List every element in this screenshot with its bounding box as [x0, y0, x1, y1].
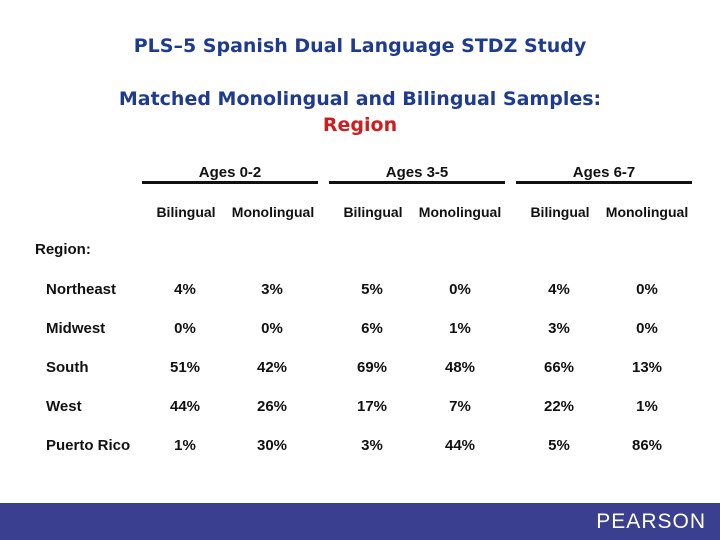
pearson-logo: PEARSON [596, 510, 706, 533]
column-header: Bilingual [530, 204, 590, 220]
row-label: Midwest [46, 320, 106, 337]
group-rule [142, 181, 318, 184]
table-cell: 30% [256, 437, 288, 454]
table-cell: 4% [174, 281, 196, 298]
table-cell: 22% [543, 398, 575, 415]
table-cell: 5% [361, 281, 383, 298]
table-cell: 0% [636, 320, 658, 337]
table-cell: 3% [261, 281, 283, 298]
table-cell: 3% [548, 320, 570, 337]
column-header: Bilingual [156, 204, 216, 220]
group-header-ages-0-2: Ages 0-2 [198, 164, 262, 181]
slide-subtitle: Matched Monolingual and Bilingual Sample… [118, 88, 602, 110]
table-cell: 1% [449, 320, 471, 337]
slide-subtitle-highlight: Region [322, 114, 398, 136]
group-rule [516, 181, 692, 184]
column-header: Monolingual [605, 204, 689, 220]
table-cell: 7% [449, 398, 471, 415]
group-rule [329, 181, 505, 184]
table-cell: 6% [361, 320, 383, 337]
column-header: Bilingual [343, 204, 403, 220]
table-cell: 51% [169, 359, 201, 376]
column-header: Monolingual [231, 204, 315, 220]
row-label: West [46, 398, 82, 415]
row-label: Northeast [46, 281, 117, 298]
row-label: South [46, 359, 89, 376]
table-cell: 42% [256, 359, 288, 376]
table-cell: 0% [449, 281, 471, 298]
table-cell: 13% [631, 359, 663, 376]
table-cell: 0% [174, 320, 196, 337]
table-cell: 1% [636, 398, 658, 415]
row-label: Puerto Rico [46, 437, 131, 454]
slide-title: PLS–5 Spanish Dual Language STDZ Study [133, 35, 587, 57]
table-cell: 86% [631, 437, 663, 454]
group-header-ages-6-7: Ages 6-7 [572, 164, 636, 181]
section-label: Region: [35, 241, 91, 258]
table-cell: 0% [261, 320, 283, 337]
table-cell: 1% [174, 437, 196, 454]
table-cell: 48% [444, 359, 476, 376]
table-cell: 3% [361, 437, 383, 454]
table-cell: 0% [636, 281, 658, 298]
group-header-ages-3-5: Ages 3-5 [385, 164, 449, 181]
footer-bar: PEARSON [0, 503, 720, 540]
table-cell: 26% [256, 398, 288, 415]
table-cell: 44% [169, 398, 201, 415]
table-cell: 69% [356, 359, 388, 376]
table-cell: 4% [548, 281, 570, 298]
table-cell: 44% [444, 437, 476, 454]
table-cell: 17% [356, 398, 388, 415]
table-cell: 5% [548, 437, 570, 454]
table-cell: 66% [543, 359, 575, 376]
region-table: Ages 0-2 Ages 3-5 Ages 6-7 Bilingual Mon… [35, 164, 692, 454]
column-header: Monolingual [418, 204, 502, 220]
